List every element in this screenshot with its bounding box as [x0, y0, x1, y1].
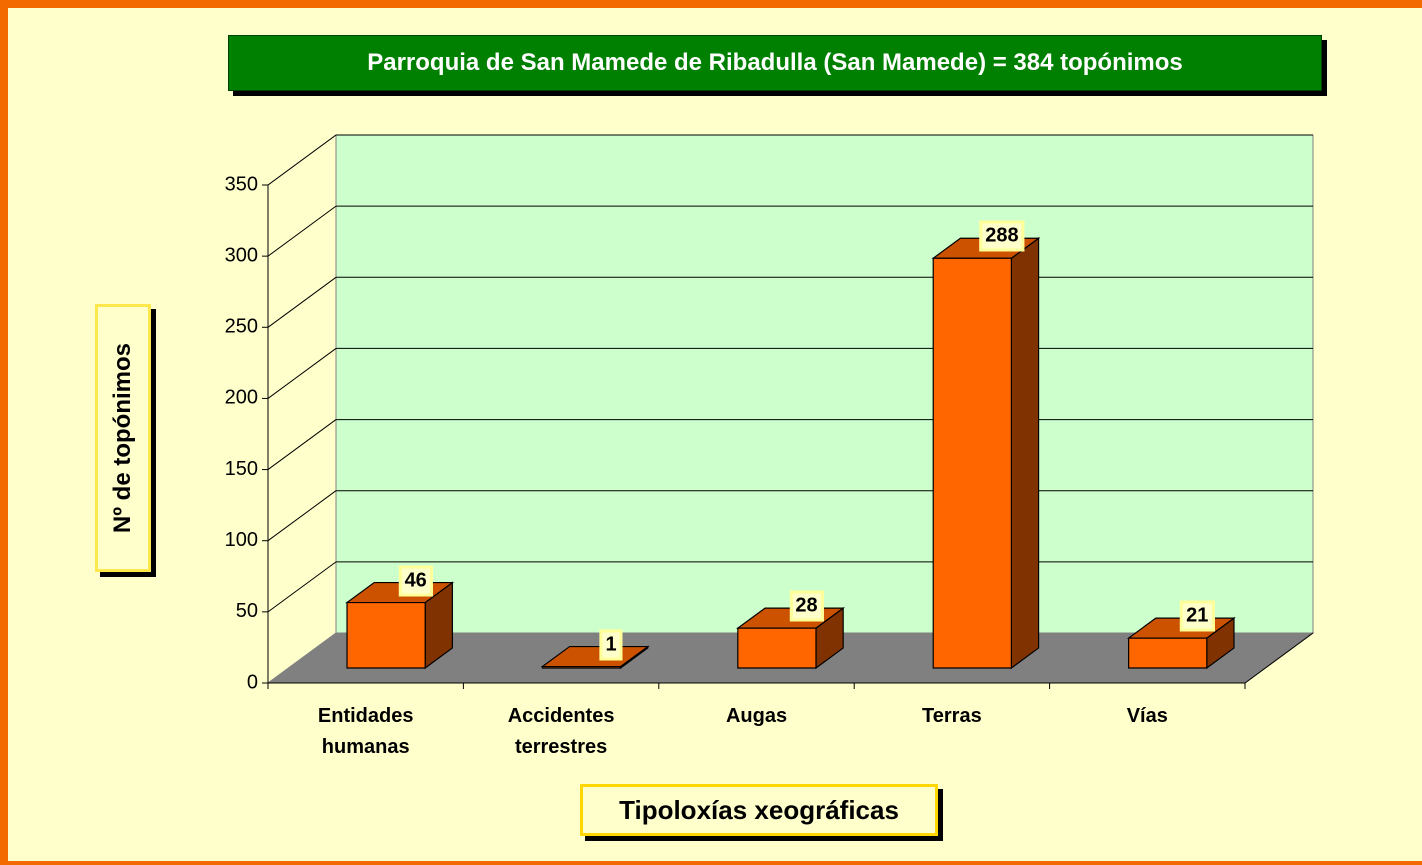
grid-line — [267, 205, 337, 257]
y-tick-label: 350 — [225, 173, 258, 195]
x-tick-label: Entidades humanas — [317, 705, 414, 758]
value-label: 28 — [789, 590, 824, 622]
bar-front — [1128, 637, 1208, 669]
value-label: 46 — [398, 565, 433, 597]
bar-front — [346, 601, 426, 669]
grid-line — [267, 276, 337, 328]
grid-line — [267, 561, 337, 613]
back-wall — [335, 134, 1314, 634]
y-axis-title: Nº de topónimos — [109, 342, 136, 534]
x-tick-label: Vías — [1126, 705, 1168, 727]
grid-line — [267, 348, 337, 399]
bar-front — [541, 665, 622, 669]
y-axis-title-box: Nº de topónimos — [95, 304, 151, 572]
x-axis-title: Tipoloxías xeográficas — [580, 784, 938, 836]
y-tick-label: 50 — [236, 600, 258, 622]
bar — [1126, 616, 1236, 670]
x-tick-label: Accidentes terrestres — [507, 705, 615, 758]
x-tick-label: Terras — [922, 705, 982, 727]
value-label: 288 — [979, 220, 1025, 252]
value-label: 21 — [1180, 600, 1215, 632]
y-tick-label: 0 — [247, 671, 258, 693]
chart-title: Parroquia de San Mamede de Ribadulla (Sa… — [228, 35, 1322, 91]
y-tick-label: 150 — [225, 458, 258, 480]
grid-line — [267, 134, 337, 186]
floor-right-edge — [1244, 632, 1314, 684]
bar-side — [1010, 237, 1040, 670]
grid-line — [267, 419, 337, 470]
y-tick-label: 250 — [225, 316, 258, 338]
bar — [931, 237, 1041, 670]
y-tick-label: 100 — [225, 529, 258, 551]
bar-front — [932, 257, 1012, 669]
value-label: 1 — [599, 629, 623, 661]
grid-line — [267, 490, 337, 542]
x-tick-label: Augas — [725, 705, 788, 727]
y-tick-label: 300 — [225, 244, 258, 266]
y-tick-label: 200 — [225, 387, 258, 409]
bar-front — [737, 627, 817, 669]
